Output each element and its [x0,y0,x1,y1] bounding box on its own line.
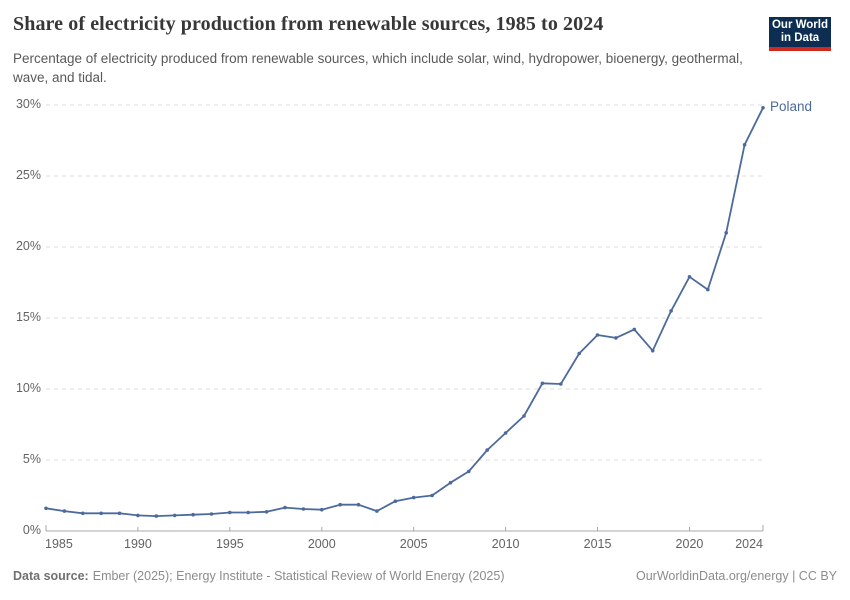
y-tick-label: 5% [22,452,41,466]
x-tick-label: 2024 [735,537,763,551]
y-tick-label: 15% [15,310,41,324]
y-tick-label: 30% [15,97,41,111]
owid-license-link[interactable]: OurWorldinData.org/energy | CC BY [635,569,837,583]
x-tick-label: 2000 [307,537,336,551]
x-tick-label: 1985 [45,537,73,551]
data-point[interactable] [209,512,214,516]
data-point[interactable] [338,502,343,507]
x-tick-label: 2015 [583,537,612,551]
data-point[interactable] [448,480,453,485]
data-point[interactable] [503,431,508,435]
x-tick-label: 1995 [215,537,244,551]
data-point[interactable] [99,511,103,516]
data-point[interactable] [430,493,434,498]
data-point[interactable] [742,143,747,147]
data-point[interactable] [283,505,287,510]
y-tick-label: 20% [15,239,41,253]
x-tick-label: 2010 [491,537,520,551]
data-point[interactable] [44,506,48,511]
owid-logo-line2: in Data [780,32,820,44]
owid-logo[interactable]: Our World in Data [769,17,831,51]
chart-title: Share of electricity production from ren… [13,13,604,35]
data-point[interactable] [154,514,159,518]
data-point[interactable] [540,381,545,386]
chart-footer: Data source: Ember (2025); Energy Institu… [13,569,837,583]
data-point[interactable] [117,511,122,516]
data-point[interactable] [669,309,673,313]
y-tick-label: 0% [22,523,41,537]
data-point[interactable] [301,507,306,511]
data-point[interactable] [761,106,765,110]
data-point[interactable] [246,510,250,515]
data-point[interactable] [191,512,195,517]
data-point[interactable] [614,336,618,340]
data-source-label: Data source: [13,569,89,583]
data-point[interactable] [650,348,655,353]
y-tick-label: 25% [15,168,41,182]
y-tick-label: 10% [15,381,41,395]
chart-subtitle: Percentage of electricity produced from … [13,51,743,85]
data-point[interactable] [264,510,269,514]
data-point[interactable] [687,275,692,279]
data-point[interactable] [411,495,416,500]
x-tick-label: 2020 [675,537,704,551]
data-point[interactable] [724,231,728,235]
data-point[interactable] [522,414,526,418]
data-point[interactable] [62,509,67,513]
data-point[interactable] [81,511,85,516]
data-point[interactable] [485,448,490,452]
series-label-poland[interactable]: Poland [770,98,813,114]
data-source-text: Ember (2025); Energy Institute - Statist… [92,569,505,583]
owid-logo-line1: Our World [771,19,828,31]
data-point[interactable] [172,513,177,518]
data-point[interactable] [632,327,637,332]
x-tick-label: 2005 [399,537,428,551]
data-point[interactable] [320,507,324,512]
data-point[interactable] [393,499,398,504]
data-point[interactable] [375,509,379,513]
data-point[interactable] [559,382,563,386]
data-source: Data source: Ember (2025); Energy Institu… [13,569,504,583]
data-point[interactable] [595,333,600,337]
data-point[interactable] [228,510,232,515]
data-point[interactable] [467,469,471,474]
data-point[interactable] [706,287,710,292]
data-point[interactable] [577,351,581,356]
data-line-poland[interactable] [45,106,764,517]
data-point[interactable] [136,513,140,518]
x-tick-label: 1990 [124,537,152,551]
data-point[interactable] [356,502,361,507]
